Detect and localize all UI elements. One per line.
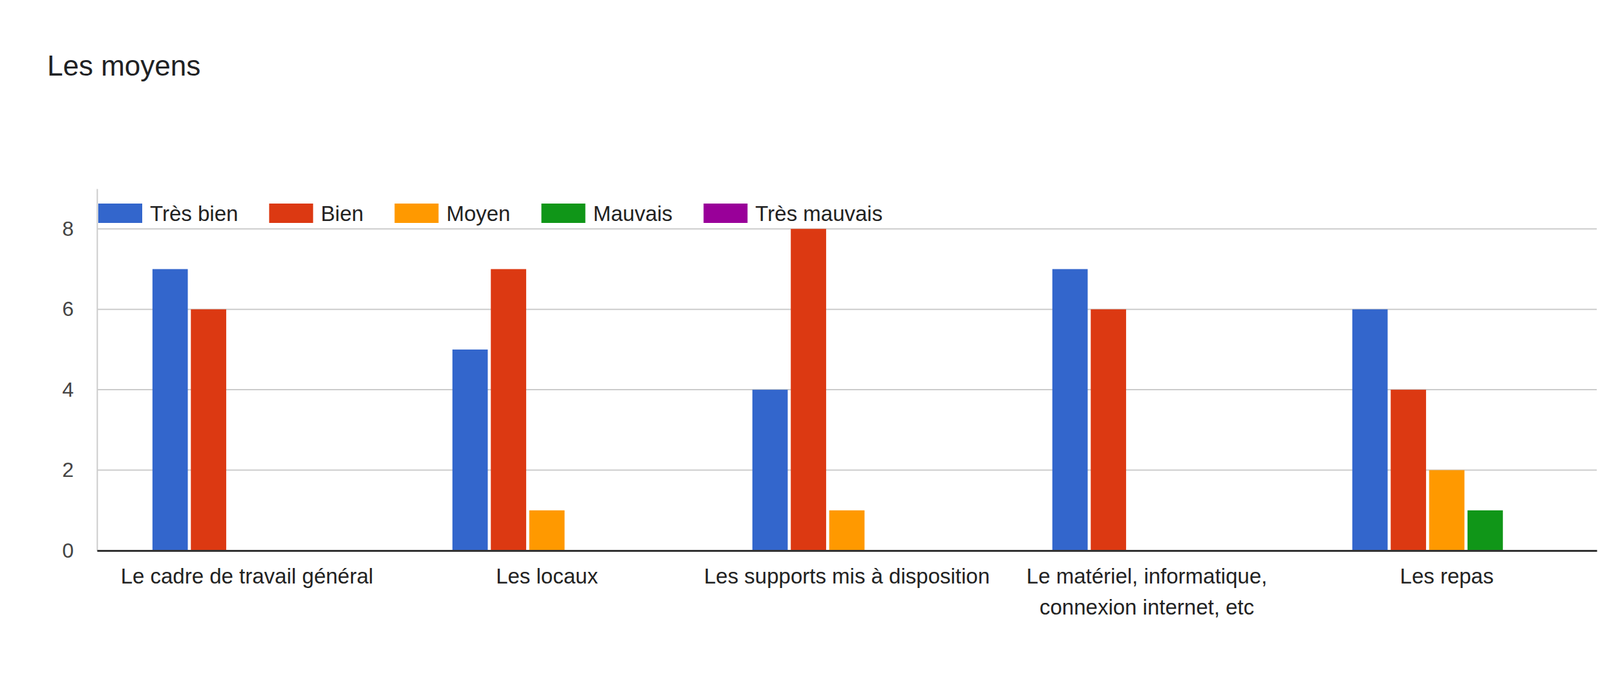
- legend: Très bien Bien Moyen Mauvais Très mauvais: [98, 201, 883, 226]
- legend-label: Moyen: [446, 201, 511, 226]
- y-tick-label: 8: [62, 217, 74, 241]
- bars: [152, 228, 1504, 551]
- legend-swatch: [541, 203, 586, 224]
- y-tick: 6: [62, 297, 97, 321]
- y-tick: 8: [62, 217, 97, 241]
- bar: [829, 510, 865, 551]
- bar: [529, 510, 566, 551]
- x-tick: Les supports mis à disposition: [704, 550, 990, 589]
- x-tick: Le matériel, informatique, connexion inte…: [1026, 550, 1268, 620]
- bar: [1352, 309, 1388, 551]
- x-tick-label: Les repas: [1400, 564, 1494, 589]
- legend-label: Très mauvais: [755, 201, 883, 226]
- bar: [490, 268, 527, 551]
- legend-label: Mauvais: [592, 201, 673, 226]
- series: [152, 268, 1388, 551]
- legend-item: Bien: [268, 201, 364, 226]
- bar: [1090, 309, 1127, 551]
- bar: [752, 389, 789, 551]
- y-tick-label: 6: [62, 297, 74, 321]
- bar: [1052, 268, 1088, 551]
- bar: [190, 309, 227, 551]
- legend-swatch: [98, 203, 143, 224]
- y-tick-label: 0: [62, 539, 74, 563]
- bar: [152, 268, 189, 551]
- grid-line: [96, 550, 1597, 552]
- x-tick-label: Le matériel, informatique, connexion inte…: [1026, 564, 1268, 620]
- title: Les moyens: [47, 49, 201, 82]
- legend-swatch: [268, 203, 313, 224]
- legend-item: Très bien: [98, 201, 238, 226]
- legend-label: Bien: [320, 201, 364, 226]
- x-tick-label-line: Le cadre de travail général: [120, 564, 374, 589]
- y-tick: 0: [62, 539, 97, 563]
- series: [1467, 510, 1504, 551]
- x-axis: Le cadre de travail général Les locaux Les…: [97, 550, 1598, 620]
- x-tick: Le cadre de travail général: [120, 550, 374, 589]
- x-tick: Les repas: [1400, 550, 1494, 589]
- bar: [790, 228, 827, 551]
- x-tick-label-line: Le matériel, informatique,: [1026, 564, 1268, 589]
- x-tick-label-line: Les repas: [1400, 564, 1494, 589]
- legend-swatch: [703, 203, 748, 224]
- x-tick-label-line: Les supports mis à disposition: [704, 564, 990, 589]
- legend-item: Mauvais: [541, 201, 673, 226]
- x-tick-label-line: Les locaux: [495, 564, 598, 589]
- series: [529, 470, 1465, 551]
- y-tick: 4: [62, 378, 97, 402]
- x-tick-label: Les supports mis à disposition: [704, 564, 990, 589]
- legend-label: Très bien: [149, 201, 238, 226]
- chart: Les moyens 0 2 4 6 8 Le cadre de travail génér…: [0, 0, 1600, 694]
- y-axis: 0 2 4 6 8: [62, 189, 97, 563]
- y-axis-line: [96, 189, 99, 552]
- x-tick: Les locaux: [495, 550, 598, 589]
- series: [190, 228, 1427, 551]
- y-tick: 2: [62, 458, 97, 482]
- y-tick-label: 4: [62, 378, 74, 402]
- x-tick-label-line: connexion internet, etc: [1039, 595, 1255, 620]
- bar: [1429, 470, 1465, 551]
- y-tick-label: 2: [62, 458, 74, 482]
- legend-item: Moyen: [394, 201, 511, 226]
- x-tick-label: Les locaux: [495, 564, 598, 589]
- x-axis-line: [97, 550, 1598, 553]
- bar: [1390, 389, 1427, 551]
- bar: [452, 349, 489, 551]
- legend-item: Très mauvais: [703, 201, 883, 226]
- legend-swatch: [394, 203, 439, 224]
- plot: 0 2 4 6 8 Le cadre de travail général Les loca…: [62, 189, 1597, 620]
- grid-line: [96, 228, 1597, 230]
- grid: [96, 228, 1597, 551]
- x-tick-label: Le cadre de travail général: [120, 564, 374, 589]
- bar: [1467, 510, 1504, 551]
